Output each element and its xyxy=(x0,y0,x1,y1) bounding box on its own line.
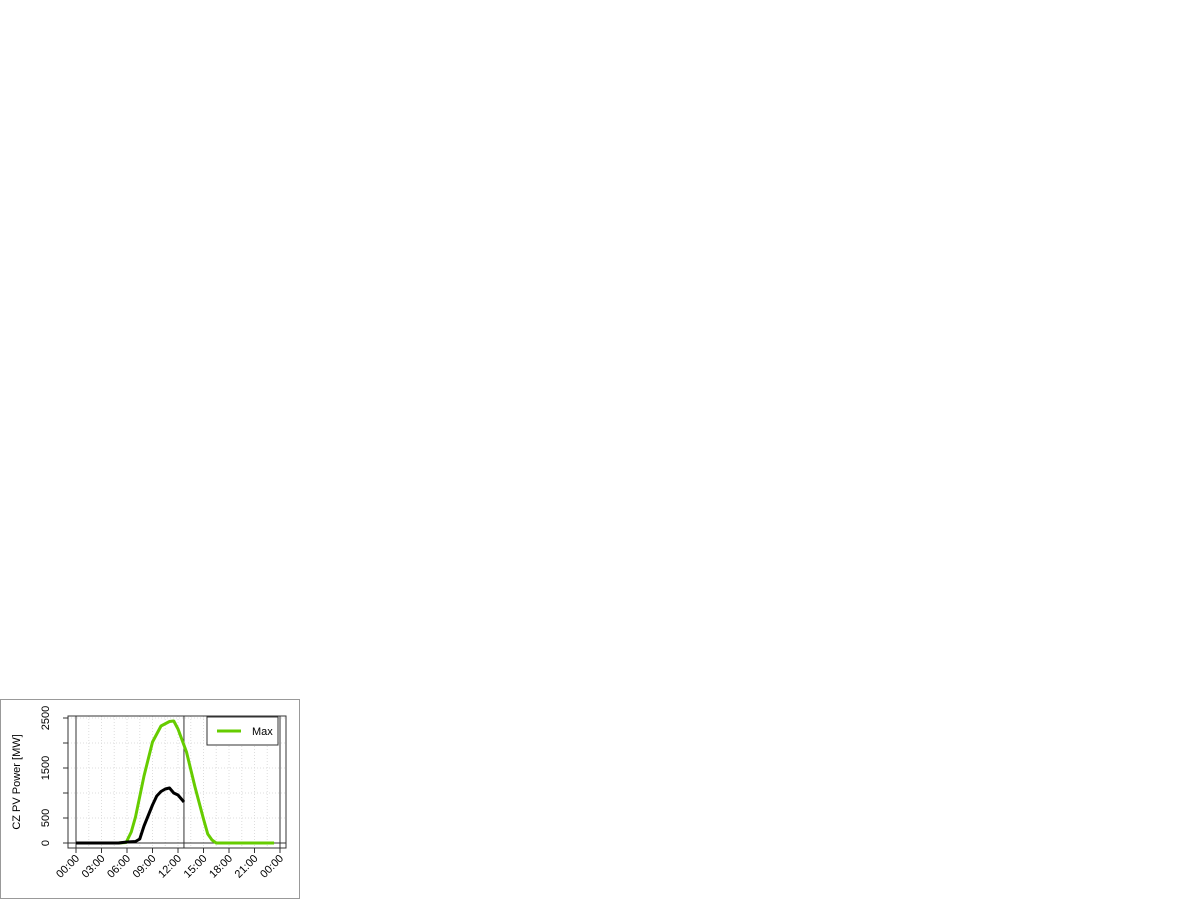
x-tick-label: 00:00 xyxy=(258,853,286,881)
series-lines xyxy=(76,719,275,845)
x-tick-label: 21:00 xyxy=(233,853,261,881)
y-tick-label: 2500 xyxy=(40,706,52,730)
y-axis-label: CZ PV Power [MW] xyxy=(11,734,23,829)
y-axis: 0 500 1500 2500 xyxy=(40,706,68,846)
chart-frame: 0 500 1500 2500 00:00 03:00 06:00 09:00 12:00 15… xyxy=(0,699,300,899)
y-tick-label: 500 xyxy=(40,809,52,827)
series-actual-line xyxy=(76,786,186,845)
x-tick-label: 15:00 xyxy=(182,853,210,881)
x-tick-label: 12:00 xyxy=(156,853,184,881)
vertical-lines xyxy=(75,716,281,848)
legend: Max xyxy=(206,716,279,746)
x-tick-label: 03:00 xyxy=(80,853,108,881)
x-tick-label: 06:00 xyxy=(105,853,133,881)
y-tick-label: 0 xyxy=(40,840,52,846)
x-tick-label: 00:00 xyxy=(54,853,82,881)
x-tick-label: 09:00 xyxy=(131,853,159,881)
y-tick-label: 1500 xyxy=(40,756,52,780)
plot-box xyxy=(67,715,287,849)
legend-label-max: Max xyxy=(252,726,273,738)
x-axis: 00:0003:0006:0009:0012:0015:0018:0021:00… xyxy=(54,848,286,881)
x-tick-label: 18:00 xyxy=(207,853,235,881)
